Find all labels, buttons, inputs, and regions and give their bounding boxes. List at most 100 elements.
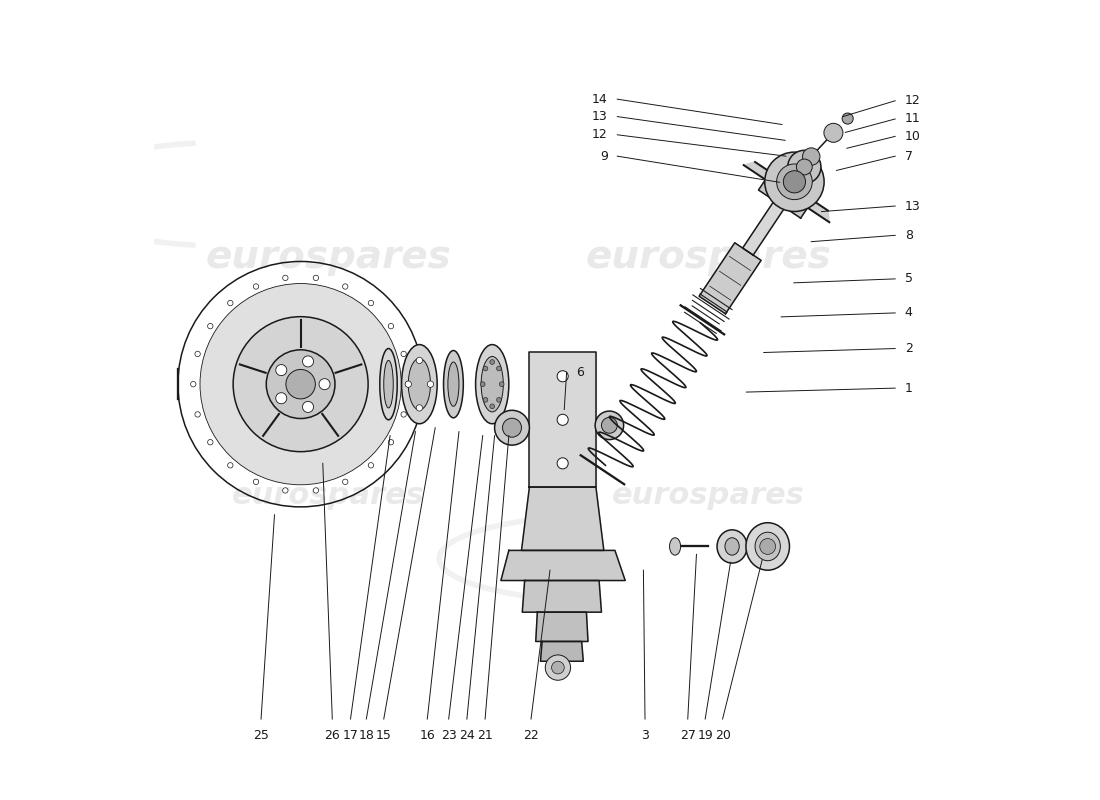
Ellipse shape [764,152,824,211]
Circle shape [824,123,843,142]
Circle shape [783,170,805,193]
Text: 14: 14 [592,93,608,106]
Text: 10: 10 [904,130,921,143]
Ellipse shape [443,350,463,418]
Circle shape [760,538,775,554]
Circle shape [200,283,402,485]
Text: 12: 12 [904,94,921,107]
Text: 17: 17 [342,729,359,742]
Text: 19: 19 [697,729,713,742]
Text: eurospares: eurospares [612,481,805,510]
Circle shape [233,317,368,452]
Ellipse shape [379,349,397,420]
Circle shape [388,439,394,445]
Text: 26: 26 [324,729,340,742]
Ellipse shape [402,345,437,424]
Polygon shape [536,612,588,642]
Circle shape [283,275,288,281]
Ellipse shape [777,164,812,200]
Circle shape [302,356,313,367]
Text: 20: 20 [715,729,730,742]
Ellipse shape [803,148,820,166]
Text: 13: 13 [592,110,608,123]
Circle shape [253,479,258,485]
Circle shape [503,418,521,438]
Polygon shape [522,581,602,612]
Ellipse shape [448,362,459,406]
Ellipse shape [755,532,780,561]
Circle shape [195,351,200,357]
Circle shape [557,458,569,469]
Circle shape [190,382,196,387]
Circle shape [283,488,288,493]
Circle shape [342,479,348,485]
Circle shape [416,358,422,363]
Text: 2: 2 [904,342,913,355]
Circle shape [208,439,213,445]
Ellipse shape [725,538,739,555]
Ellipse shape [788,150,821,183]
Polygon shape [744,162,829,222]
Circle shape [843,113,854,124]
Text: 7: 7 [904,150,913,162]
Text: 23: 23 [441,729,456,742]
Circle shape [253,284,258,289]
Text: 18: 18 [359,729,374,742]
Circle shape [314,275,319,281]
Circle shape [195,412,200,417]
Circle shape [314,488,319,493]
Circle shape [228,462,233,468]
Circle shape [490,360,495,364]
Text: 11: 11 [904,113,921,126]
Circle shape [368,462,374,468]
Circle shape [595,411,624,439]
Text: 21: 21 [477,729,493,742]
Polygon shape [529,353,596,487]
Text: eurospares: eurospares [585,238,832,277]
Ellipse shape [796,159,812,175]
Circle shape [368,300,374,306]
Circle shape [228,300,233,306]
Text: 22: 22 [524,729,539,742]
Circle shape [483,366,488,371]
Circle shape [490,404,495,409]
Circle shape [400,412,406,417]
Circle shape [400,351,406,357]
Polygon shape [700,242,761,314]
Text: eurospares: eurospares [206,238,451,277]
Circle shape [302,402,313,413]
Text: 13: 13 [904,199,921,213]
Circle shape [499,382,504,386]
Circle shape [319,378,330,390]
Text: 9: 9 [600,150,608,162]
Ellipse shape [481,357,504,412]
Text: 5: 5 [904,272,913,286]
Text: 25: 25 [253,729,270,742]
Text: 8: 8 [904,229,913,242]
Ellipse shape [384,361,394,408]
Text: 16: 16 [419,729,436,742]
Circle shape [557,370,569,382]
Circle shape [546,655,571,680]
Circle shape [416,405,422,411]
Text: 12: 12 [592,128,608,142]
Circle shape [551,662,564,674]
Ellipse shape [475,345,509,424]
Circle shape [496,398,502,402]
Circle shape [602,418,617,434]
Circle shape [405,382,410,387]
Circle shape [276,393,287,404]
Ellipse shape [717,530,747,563]
Circle shape [495,410,529,445]
Circle shape [427,381,433,387]
Text: 1: 1 [904,382,913,394]
Text: 3: 3 [641,729,649,742]
Text: 4: 4 [904,306,913,319]
Circle shape [342,284,348,289]
Ellipse shape [746,522,790,570]
Circle shape [208,323,213,329]
Text: 27: 27 [680,729,695,742]
Polygon shape [742,201,785,255]
Circle shape [388,323,394,329]
Circle shape [557,414,569,426]
